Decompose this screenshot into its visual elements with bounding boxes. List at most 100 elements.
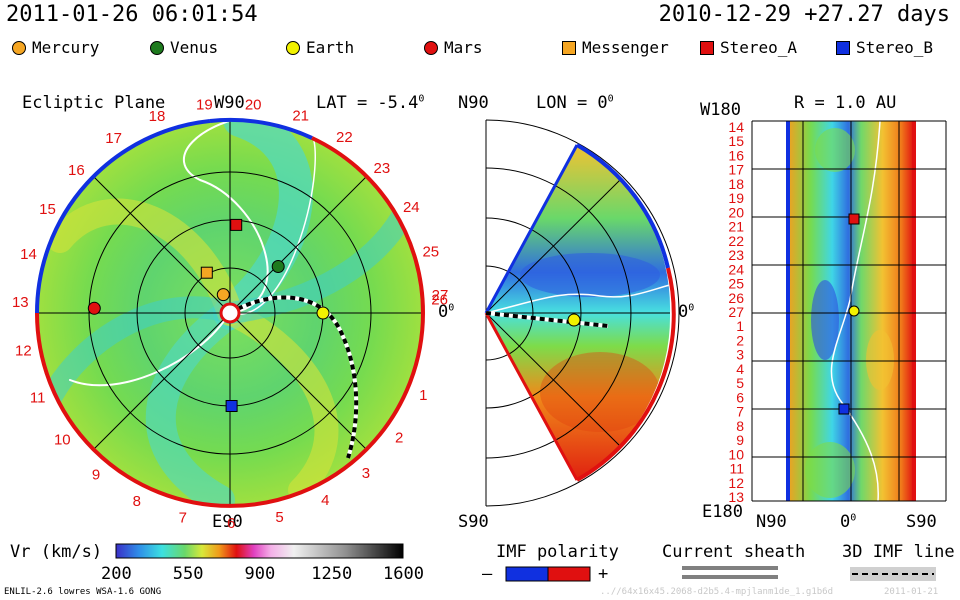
body-markers <box>87 218 330 412</box>
colorbar <box>115 543 404 559</box>
body-marker-earth <box>316 306 330 320</box>
ecliptic-top-label: W90 <box>214 93 245 113</box>
radial-y-label: 10 <box>728 446 744 462</box>
radial-y-labels: 1415161718192021222324252627123456789101… <box>728 119 744 505</box>
model-footer: ENLIL-2.6 lowres WSA-1.6 GONG <box>4 587 162 597</box>
meridional-right-label: 00 <box>678 302 695 322</box>
carrington-label: 12 <box>15 343 32 360</box>
carrington-label: 25 <box>422 244 439 261</box>
run-id-footer: ..//64x16x45.2068-d2b5.4-mpjlanm1de_1.g1… <box>600 587 833 597</box>
datetime-label: 2011-01-26 06:01:54 <box>6 2 258 27</box>
meridional-bottom-left: S90 <box>458 512 489 532</box>
current-sheath-swatch <box>682 566 778 570</box>
carrington-label: 18 <box>149 108 166 125</box>
radial-r-label: R = 1.0 AU <box>794 93 897 113</box>
radial-y-label: 1 <box>736 318 744 334</box>
carrington-label: 26 <box>431 292 448 309</box>
radial-bottom-left: E180 <box>702 502 743 522</box>
carrington-labels: 19 20212223242526123456789101112131415161… <box>12 96 448 532</box>
carrington-label: 3 <box>362 465 370 482</box>
body-marker-mars <box>87 301 101 315</box>
carrington-label: 2 <box>395 429 403 446</box>
imf-polarity-label: IMF polarity <box>496 542 619 562</box>
colorbar-tick: 1600 <box>383 564 424 584</box>
radial-y-label: 6 <box>736 389 744 405</box>
body-marker-stereo-a <box>230 218 243 231</box>
carrington-label: 7 <box>179 510 187 527</box>
radial-y-label: 4 <box>736 361 744 377</box>
carrington-label: 22 <box>336 129 353 146</box>
radial-y-label: 24 <box>728 261 744 277</box>
radial-y-label: 5 <box>736 375 744 391</box>
body-marker-venus <box>271 260 285 273</box>
radial-top-left: W180 <box>700 100 741 120</box>
radial-x-left: N90 <box>756 512 787 532</box>
carrington-label: 21 <box>292 107 309 124</box>
polarity-positive-swatch <box>547 566 591 582</box>
carrington-label: 11 <box>30 389 46 406</box>
ecliptic-right-label: 00 <box>438 302 455 322</box>
radial-y-label: 23 <box>728 247 744 263</box>
current-sheath-label: Current sheath <box>662 542 806 562</box>
run-date-footer: 2011-01-21 <box>884 587 939 597</box>
colorbar-tick: 900 <box>244 564 276 584</box>
radial-y-label: 16 <box>728 148 744 164</box>
legend-messenger: Messenger <box>562 38 669 57</box>
polarity-plus: + <box>598 564 609 584</box>
meridional-plane <box>484 119 680 507</box>
polarity-minus: – <box>482 564 493 584</box>
carrington-label: 9 <box>92 467 100 484</box>
legend-mars: Mars <box>424 38 483 57</box>
carrington-label: 5 <box>275 509 283 526</box>
colorbar-tick: 550 <box>172 564 204 584</box>
ecliptic-bottom-label: E90 <box>212 512 243 532</box>
carrington-label: 6 <box>227 515 235 532</box>
colorbar-tick: 1250 <box>311 564 353 584</box>
radial-y-label: 9 <box>736 432 744 448</box>
radial-y-label: 19 <box>728 190 744 206</box>
legend-earth: Earth <box>286 38 354 57</box>
carrington-label: 20 <box>245 96 262 113</box>
radial-y-label: 2 <box>736 333 744 349</box>
body-marker-messenger <box>200 266 213 279</box>
carrington-label: 13 <box>12 294 29 311</box>
radial-y-label: 18 <box>728 176 744 192</box>
carrington-label: 23 <box>374 160 391 177</box>
ecliptic-lat-label: LAT = -5.40 <box>316 93 425 113</box>
legend-stereo-a: Stereo_A <box>700 38 797 57</box>
colorbar-tick: 200 <box>101 564 132 584</box>
radial-y-label: 22 <box>728 233 744 249</box>
radial-y-label: 13 <box>728 489 744 505</box>
carrington-label: 10 <box>54 431 71 448</box>
colorbar-label: Vr (km/s) <box>10 542 103 562</box>
ecliptic-title: Ecliptic Plane <box>22 93 166 113</box>
radial-y-label: 8 <box>736 418 744 434</box>
radial-y-label: 3 <box>736 347 744 363</box>
radial-y-label: 7 <box>736 404 744 420</box>
radial-strip <box>751 120 947 502</box>
carrington-label: 16 <box>68 162 85 179</box>
carrington-label: 14 <box>20 246 37 263</box>
carrington-label: 24 <box>403 199 420 216</box>
meridional-top-left: N90 <box>458 93 489 113</box>
legend-mercury: Mercury <box>12 38 99 57</box>
legend-venus: Venus <box>150 38 218 57</box>
radial-y-label: 21 <box>728 219 744 235</box>
radial-y-label: 27 <box>728 304 744 320</box>
carrington-label: 8 <box>133 493 141 510</box>
radial-x-mid: 00 <box>840 512 857 532</box>
radial-y-label: 15 <box>728 133 744 149</box>
carrington-label: 19 <box>196 97 213 114</box>
radial-y-label: 14 <box>728 119 744 135</box>
imf-line-label: 3D IMF line <box>842 542 955 562</box>
carrington-label: 1 <box>419 387 427 404</box>
body-marker-stereo-b <box>225 400 238 412</box>
radial-y-label: 25 <box>728 276 744 292</box>
legend-stereo-b: Stereo_B <box>836 38 933 57</box>
radial-y-label: 26 <box>728 290 744 306</box>
radial-y-label: 17 <box>728 162 744 178</box>
carrington-label: 17 <box>105 130 122 147</box>
body-marker-mercury <box>216 288 230 302</box>
radial-y-label: 20 <box>728 204 744 220</box>
